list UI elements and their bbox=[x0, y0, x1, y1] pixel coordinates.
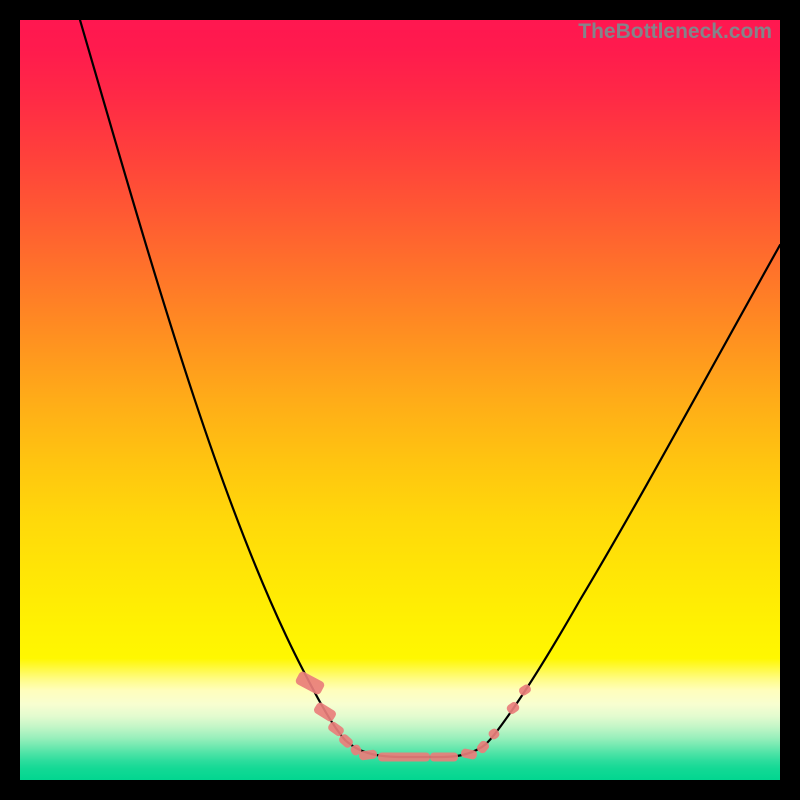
bottleneck-curve-svg bbox=[20, 20, 780, 780]
curve-marker bbox=[518, 683, 533, 697]
plot-area: TheBottleneck.com bbox=[20, 20, 780, 780]
curve-markers bbox=[294, 670, 532, 761]
curve-marker bbox=[294, 670, 325, 696]
curve-marker bbox=[430, 753, 458, 762]
v-curve bbox=[80, 20, 780, 757]
curve-marker bbox=[378, 753, 430, 762]
curve-marker bbox=[312, 701, 337, 723]
outer-frame: TheBottleneck.com bbox=[0, 0, 800, 800]
